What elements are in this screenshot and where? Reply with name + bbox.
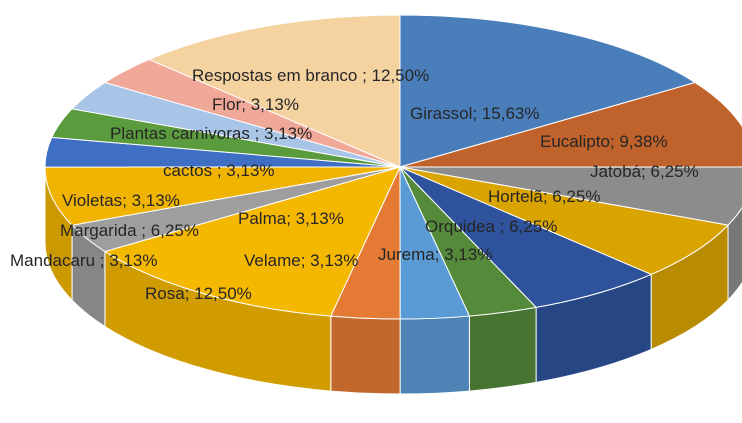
data-label: Jurema; 3,13% <box>378 245 492 264</box>
label-value: ; 3,13% <box>250 124 312 143</box>
data-label: Margarida ; 6,25% <box>60 221 199 240</box>
label-category: Eucalipto <box>540 132 610 151</box>
data-label: Velame; 3,13% <box>244 251 358 270</box>
label-value: ; 3,13% <box>122 191 180 210</box>
data-label: Hortelã; 6,25% <box>488 187 600 206</box>
label-value: ; 6,25% <box>543 187 601 206</box>
label-value: ; 3,13% <box>241 95 299 114</box>
pie-slice <box>44 166 401 226</box>
pie-slice <box>399 166 730 275</box>
label-category: Girassol <box>410 104 472 123</box>
label-category: Respostas em branco <box>192 66 357 85</box>
label-value: ; 6,25% <box>495 217 557 236</box>
data-label: Flor; 3,13% <box>212 95 299 114</box>
data-label: Girassol; 15,63% <box>410 104 539 123</box>
label-value: ; 3,13% <box>301 251 359 270</box>
data-label: Rosa; 12,50% <box>145 284 252 303</box>
label-category: Violetas <box>62 191 122 210</box>
pie-slice <box>103 166 401 317</box>
data-label: Palma; 3,13% <box>238 209 344 228</box>
data-label: Respostas em branco ; 12,50% <box>192 66 429 85</box>
label-category: Mandacaru <box>10 251 95 270</box>
label-value: ; 12,50% <box>185 284 252 303</box>
label-value: ; 12,50% <box>357 66 429 85</box>
label-category: Velame <box>244 251 301 270</box>
pie-slice <box>399 166 653 308</box>
data-label: Orquidea ; 6,25% <box>425 217 557 236</box>
pie-slice <box>399 166 742 226</box>
label-category: Jatobá <box>590 162 642 181</box>
pie-side <box>468 306 537 392</box>
data-label: cactos ; 3,13% <box>163 161 275 180</box>
label-category: Palma <box>238 209 287 228</box>
data-label: Mandacaru ; 3,13% <box>10 251 157 270</box>
pie-sides <box>44 166 742 395</box>
label-category: Rosa <box>145 284 185 303</box>
label-value: ; 3,13% <box>212 161 274 180</box>
label-value: ; 3,13% <box>286 209 344 228</box>
label-value: ; 6,25% <box>641 162 699 181</box>
pie-slice <box>399 81 742 168</box>
label-category: Hortelã <box>488 187 543 206</box>
label-value: ; 3,13% <box>435 245 493 264</box>
pie-tops <box>44 14 742 320</box>
pie-slice <box>147 14 401 168</box>
pie-slice <box>399 14 697 168</box>
label-value: ; 9,38% <box>610 132 668 151</box>
label-category: Margarida <box>60 221 137 240</box>
data-label: Eucalipto; 9,38% <box>540 132 668 151</box>
label-category: cactos <box>163 161 212 180</box>
data-label: Violetas; 3,13% <box>62 191 180 210</box>
label-value: ; 15,63% <box>472 104 539 123</box>
label-value: ; 3,13% <box>95 251 157 270</box>
label-category: Orquidea <box>425 217 495 236</box>
label-category: Plantas carnivoras <box>110 124 250 143</box>
data-label: Jatobá; 6,25% <box>590 162 699 181</box>
label-category: Jurema <box>378 245 435 264</box>
data-label: Plantas carnivoras ; 3,13% <box>110 124 312 143</box>
label-value: ; 6,25% <box>137 221 199 240</box>
data-labels: Girassol; 15,63%Eucalipto; 9,38%Jatobá; … <box>10 66 699 303</box>
pie-side <box>330 315 401 395</box>
pie-side <box>399 315 470 395</box>
label-category: Flor <box>212 95 242 114</box>
